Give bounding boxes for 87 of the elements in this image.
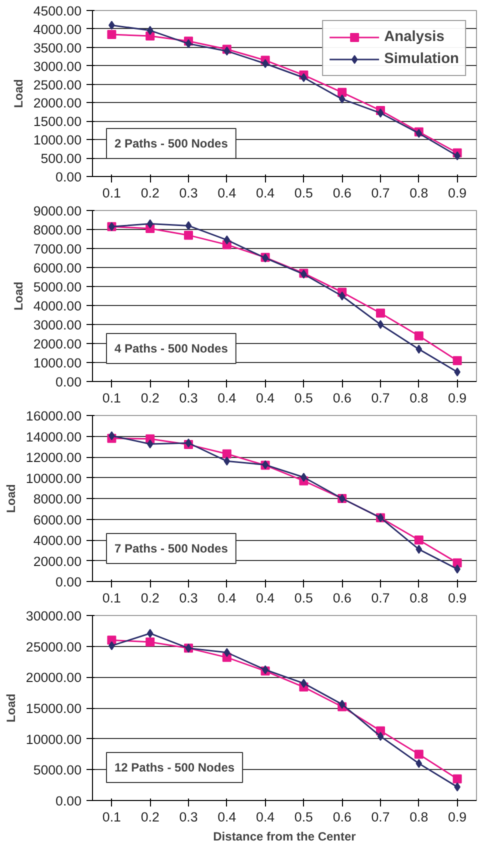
x-tick-label: 0.1 — [102, 590, 121, 606]
x-tick-label: 0.8 — [410, 390, 428, 406]
x-tick-label: 0.3 — [179, 186, 198, 200]
x-tick-label: 0.1 — [102, 186, 121, 200]
y-axis-title: Load — [4, 694, 18, 722]
y-tick-label: 20000.00 — [26, 670, 82, 686]
x-tick-label: 0.2 — [140, 810, 160, 824]
x-tick-label: 0.2 — [140, 390, 160, 406]
x-tick-label: 0.5 — [294, 186, 313, 200]
x-tick-label: 0.7 — [371, 590, 390, 606]
y-tick-label: 8000.00 — [33, 222, 82, 238]
x-tick-label: 0.4 — [218, 390, 237, 406]
y-axis-title: Load — [11, 79, 26, 108]
y-axis-title: Load — [4, 484, 18, 513]
x-tick-label: 0.5 — [294, 390, 313, 406]
y-tick-label: 2500.00 — [33, 77, 82, 92]
y-tick-label: 30000.00 — [26, 608, 82, 624]
x-tick-label: 0.3 — [179, 810, 198, 824]
x-tick-label: 0.8 — [410, 186, 428, 200]
x-tick-label: 0.9 — [448, 590, 467, 606]
y-tick-label: 5000.00 — [33, 762, 82, 778]
y-tick-label: 0.00 — [56, 170, 82, 184]
x-tick-label: 0.4 — [218, 810, 237, 824]
y-tick-label: 0.00 — [56, 794, 82, 808]
y-tick-label: 500.00 — [40, 151, 82, 166]
legend-label: Analysis — [384, 29, 444, 45]
y-tick-label: 6000.00 — [33, 260, 82, 276]
x-tick-label: 0.4 — [218, 186, 237, 200]
y-tick-label: 15000.00 — [26, 701, 82, 716]
x-tick-label: 0.4 — [256, 186, 276, 200]
legend-label: Simulation — [384, 51, 459, 67]
y-tick-label: 9000.00 — [33, 204, 82, 218]
x-tick-label: 0.5 — [294, 590, 313, 606]
x-tick-label: 0.7 — [371, 186, 390, 200]
x-tick-label: 0.8 — [410, 590, 428, 606]
y-tick-label: 2000.00 — [33, 554, 82, 569]
x-tick-label: 0.2 — [140, 590, 160, 606]
x-tick-label: 0.3 — [179, 590, 198, 606]
annotation: 7 Paths - 500 Nodes — [114, 542, 228, 556]
x-tick-label: 0.6 — [332, 186, 352, 200]
y-tick-label: 2000.00 — [33, 336, 82, 352]
annotation: 2 Paths - 500 Nodes — [114, 136, 228, 150]
y-tick-label: 14000.00 — [26, 429, 82, 444]
x-tick-label: 0.9 — [448, 186, 467, 200]
x-tick-label: 0.7 — [371, 810, 390, 824]
annotation: 12 Paths - 500 Nodes — [114, 760, 235, 774]
x-tick-label: 0.4 — [218, 590, 237, 606]
y-tick-label: 0.00 — [56, 574, 82, 590]
y-tick-label: 6000.00 — [33, 512, 82, 528]
y-tick-label: 1000.00 — [33, 356, 82, 370]
x-tick-label: 0.2 — [140, 186, 160, 200]
annotation: 4 Paths - 500 Nodes — [114, 342, 228, 356]
x-tick-label: 0.4 — [256, 590, 276, 606]
y-tick-label: 10000.00 — [26, 470, 82, 486]
x-tick-label: 0.6 — [332, 810, 352, 824]
x-tick-label: 0.7 — [371, 390, 390, 406]
x-tick-label: 0.4 — [256, 810, 276, 824]
y-tick-label: 1500.00 — [33, 114, 82, 130]
y-tick-label: 3500.00 — [33, 40, 82, 56]
y-tick-label: 4000.00 — [33, 533, 82, 548]
y-tick-label: 8000.00 — [33, 492, 82, 506]
x-tick-label: 0.1 — [102, 390, 121, 406]
y-tick-label: 2000.00 — [33, 96, 82, 111]
x-tick-label: 0.8 — [410, 810, 428, 824]
x-tick-label: 0.5 — [294, 810, 313, 824]
y-tick-label: 4500.00 — [33, 4, 82, 18]
y-tick-label: 10000.00 — [26, 732, 82, 747]
y-axis-title: Load — [11, 282, 26, 310]
x-tick-label: 0.9 — [448, 810, 467, 824]
y-tick-label: 7000.00 — [33, 242, 82, 256]
x-tick-label: 0.9 — [448, 390, 467, 406]
x-tick-label: 0.3 — [179, 390, 198, 406]
x-tick-label: 0.1 — [102, 810, 121, 824]
x-axis-title: Distance from the Center — [213, 830, 356, 844]
y-tick-label: 0.00 — [56, 374, 82, 390]
y-tick-label: 3000.00 — [33, 318, 82, 332]
y-tick-label: 4000.00 — [33, 298, 82, 314]
y-tick-label: 16000.00 — [26, 408, 82, 424]
y-tick-label: 25000.00 — [26, 639, 82, 654]
y-tick-label: 3000.00 — [33, 58, 82, 74]
x-tick-label: 0.6 — [332, 590, 352, 606]
y-tick-label: 4000.00 — [33, 22, 82, 37]
y-tick-label: 1000.00 — [33, 132, 82, 148]
y-tick-label: 12000.00 — [26, 450, 82, 465]
y-tick-label: 5000.00 — [33, 280, 82, 294]
x-tick-label: 0.4 — [256, 390, 276, 406]
x-tick-label: 0.6 — [332, 390, 352, 406]
